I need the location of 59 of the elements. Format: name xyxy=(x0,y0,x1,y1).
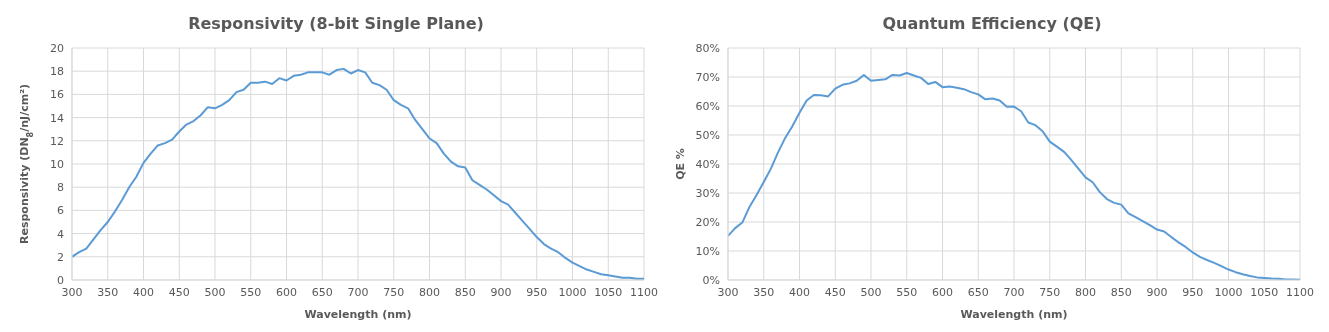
x-tick-label: 400 xyxy=(133,285,154,299)
x-tick-label: 700 xyxy=(1003,285,1025,299)
x-tick-label: 800 xyxy=(1075,285,1096,299)
x-tick-label: 300 xyxy=(717,285,739,299)
y-tick-label: 10 xyxy=(50,157,64,171)
x-tick-label: 550 xyxy=(240,285,262,299)
y-tick-label: 8 xyxy=(57,181,64,195)
x-tick-label: 1000 xyxy=(1214,285,1243,299)
y-tick-label: 12 xyxy=(50,134,64,148)
x-tick-label: 600 xyxy=(276,285,297,299)
y-tick-label: 20% xyxy=(695,215,720,229)
x-axis-title: Wavelength (nm) xyxy=(960,308,1068,321)
chart-title: Responsivity (8-bit Single Plane) xyxy=(187,13,485,35)
x-tick-label: 400 xyxy=(789,285,810,299)
x-tick-label: 900 xyxy=(1146,285,1168,299)
x-tick-label: 950 xyxy=(526,285,548,299)
x-tick-label: 450 xyxy=(824,285,846,299)
x-tick-label: 350 xyxy=(97,285,119,299)
x-tick-label: 500 xyxy=(860,285,882,299)
y-tick-label: 2 xyxy=(57,250,64,264)
x-tick-label: 950 xyxy=(1182,285,1204,299)
x-tick-label: 650 xyxy=(311,285,333,299)
y-tick-label: 50% xyxy=(695,128,720,142)
x-tick-label: 650 xyxy=(967,285,989,299)
x-tick-label: 350 xyxy=(753,285,775,299)
y-tick-label: 0% xyxy=(702,273,720,287)
y-tick-label: 14 xyxy=(50,111,64,125)
x-tick-label: 300 xyxy=(61,285,83,299)
y-tick-label: 80% xyxy=(695,41,720,55)
x-tick-label: 750 xyxy=(383,285,405,299)
y-tick-label: 18 xyxy=(50,65,64,79)
x-tick-label: 500 xyxy=(204,285,226,299)
x-tick-label: 750 xyxy=(1039,285,1061,299)
chart-title: Quantum Efficiency (QE) xyxy=(881,13,1103,35)
y-tick-label: 10% xyxy=(695,244,720,258)
x-axis-title: Wavelength (nm) xyxy=(304,308,412,321)
y-tick-label: 60% xyxy=(695,99,720,113)
y-tick-label: 0 xyxy=(57,273,64,287)
x-tick-label: 850 xyxy=(1110,285,1132,299)
x-tick-label: 600 xyxy=(932,285,953,299)
y-axis-title: QE % xyxy=(674,148,687,180)
y-tick-label: 16 xyxy=(50,88,64,102)
y-tick-label: 40% xyxy=(695,157,720,171)
x-tick-label: 1100 xyxy=(630,285,658,299)
x-tick-label: 1050 xyxy=(1250,285,1279,299)
x-tick-label: 1000 xyxy=(558,285,587,299)
x-tick-label: 900 xyxy=(490,285,512,299)
y-tick-label: 6 xyxy=(57,204,64,218)
x-tick-label: 450 xyxy=(168,285,190,299)
x-tick-label: 800 xyxy=(419,285,440,299)
y-tick-label: 4 xyxy=(57,227,64,241)
x-tick-label: 850 xyxy=(454,285,476,299)
x-tick-label: 1100 xyxy=(1286,285,1314,299)
y-tick-label: 20 xyxy=(50,41,64,55)
x-tick-label: 550 xyxy=(896,285,918,299)
x-tick-label: 700 xyxy=(347,285,369,299)
y-tick-label: 70% xyxy=(695,70,720,84)
x-tick-label: 1050 xyxy=(594,285,623,299)
y-tick-label: 30% xyxy=(695,186,720,200)
